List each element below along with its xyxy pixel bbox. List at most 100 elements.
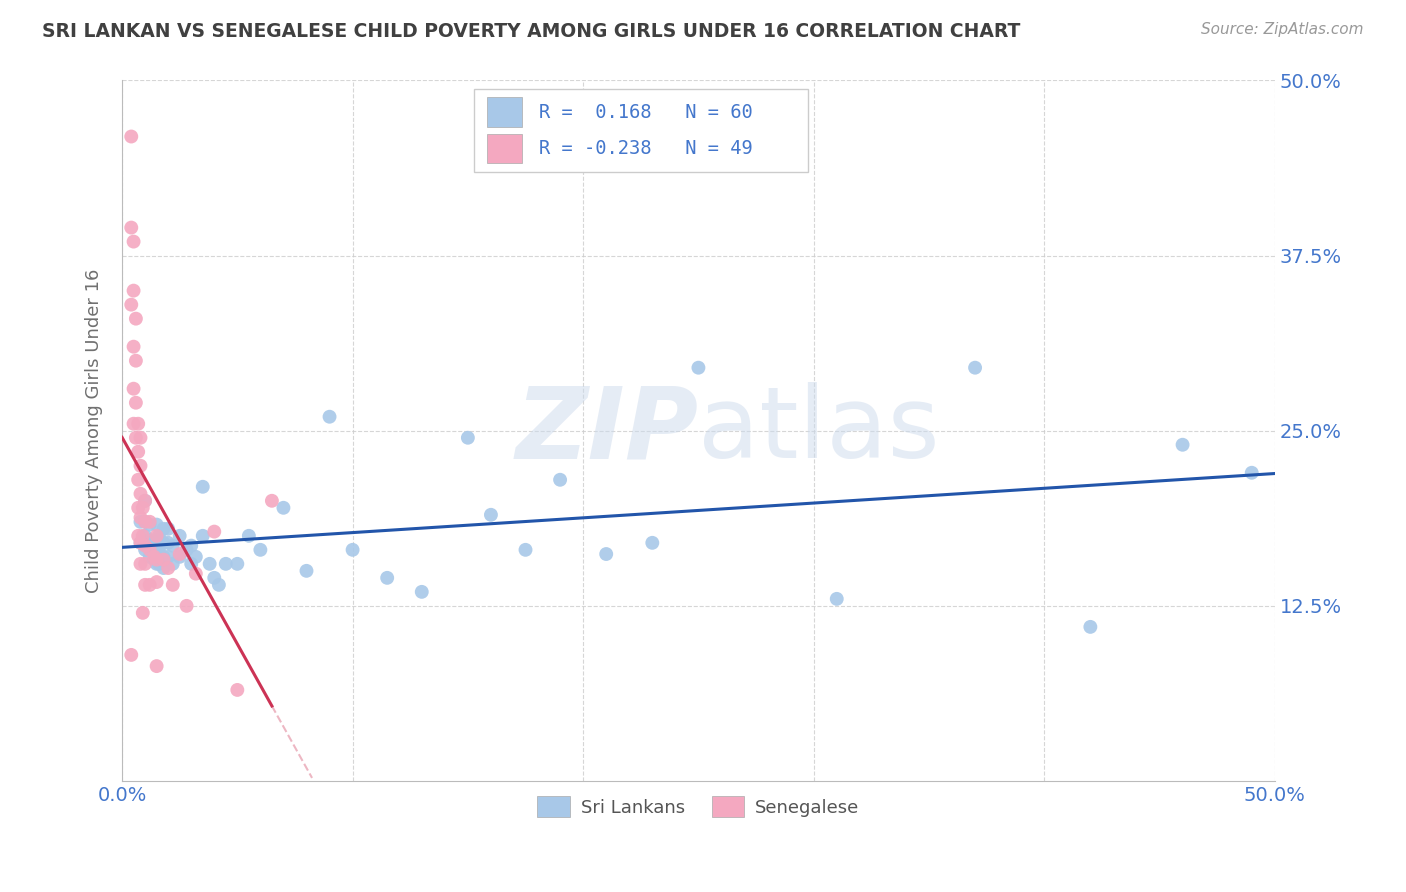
Point [138,515,160,529]
Point [129,458,152,473]
Point [134,578,156,592]
Point [1171,438,1194,452]
Point [202,524,225,539]
Point [152,552,174,566]
FancyBboxPatch shape [474,89,808,171]
Point [157,536,180,550]
Point [965,360,987,375]
Point [132,606,155,620]
Point [127,417,149,431]
Point [134,493,156,508]
Point [129,431,152,445]
Point [226,557,249,571]
Text: ZIP: ZIP [516,383,699,479]
Point [273,500,295,515]
Point [134,539,156,553]
Point [152,561,174,575]
Point [148,542,170,557]
Point [138,533,160,547]
Point [180,539,202,553]
Bar [488,97,522,127]
Point [129,515,152,529]
Point [260,493,283,508]
Point [169,529,191,543]
Point [134,542,156,557]
Point [184,549,207,564]
Point [515,542,537,557]
Text: SRI LANKAN VS SENEGALESE CHILD POVERTY AMONG GIRLS UNDER 16 CORRELATION CHART: SRI LANKAN VS SENEGALESE CHILD POVERTY A… [42,22,1021,41]
Point [138,549,160,564]
Text: atlas: atlas [699,383,941,479]
Point [152,536,174,550]
Y-axis label: Child Poverty Among Girls Under 16: Child Poverty Among Girls Under 16 [86,268,103,593]
Point [120,129,142,144]
Point [120,220,142,235]
Point [145,575,167,590]
Point [548,473,571,487]
Point [238,529,260,543]
Point [122,382,145,396]
Point [122,340,145,354]
Point [125,311,148,326]
Point [127,529,149,543]
Point [157,561,180,575]
Point [169,547,191,561]
Point [226,682,249,697]
Point [1080,620,1102,634]
Point [134,557,156,571]
Point [122,417,145,431]
Point [479,508,502,522]
Point [145,517,167,532]
Point [162,539,184,553]
Point [176,599,198,613]
Text: R = -0.238   N = 49: R = -0.238 N = 49 [540,139,754,158]
Point [134,529,156,543]
Point [191,480,214,494]
Point [342,542,364,557]
Point [122,235,145,249]
Point [191,529,214,543]
Point [129,536,152,550]
Point [129,557,152,571]
Point [595,547,617,561]
Point [318,409,340,424]
Point [134,493,156,508]
Point [145,552,167,566]
Point [295,564,318,578]
Text: Source: ZipAtlas.com: Source: ZipAtlas.com [1201,22,1364,37]
Point [825,591,848,606]
Point [184,566,207,581]
Point [138,542,160,557]
Point [127,473,149,487]
Point [157,522,180,536]
Point [145,529,167,543]
Point [132,529,155,543]
Point [198,557,221,571]
Point [125,353,148,368]
Point [202,571,225,585]
Bar [488,134,522,163]
Point [215,557,238,571]
Point [143,552,166,566]
Point [148,529,170,543]
Point [129,487,152,501]
Point [134,515,156,529]
Point [122,284,145,298]
Point [457,431,479,445]
Point [129,536,152,550]
Point [145,557,167,571]
Point [145,659,167,673]
Point [152,522,174,536]
Point [162,557,184,571]
Point [157,549,180,564]
Point [145,533,167,547]
Point [138,578,160,592]
Point [148,557,170,571]
Point [127,500,149,515]
Point [375,571,398,585]
Point [145,547,167,561]
Point [129,510,152,524]
Point [138,517,160,532]
Point [125,431,148,445]
Point [134,515,156,529]
